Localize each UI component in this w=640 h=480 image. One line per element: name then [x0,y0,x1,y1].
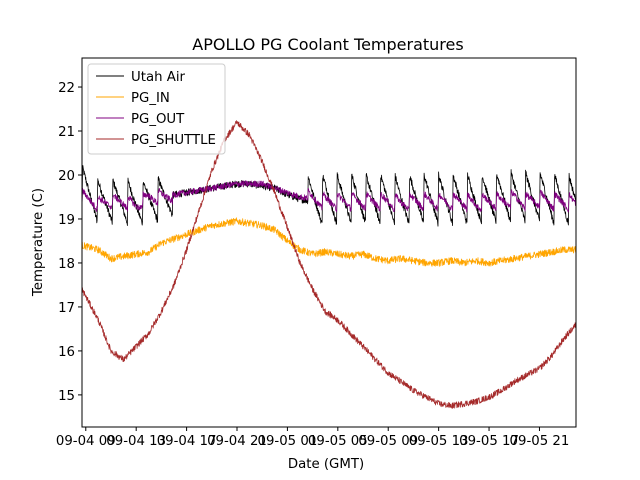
series-layer [82,120,576,409]
y-axis: 15 16 17 18 19 20 21 22 [58,81,82,404]
series-line-pg-shuttle [82,120,576,409]
x-tick-label: 09-05 09 [358,434,418,449]
x-tick-label: 09-05 01 [258,434,318,449]
legend-label: Utah Air [131,70,186,85]
y-tick-label: 20 [58,169,75,184]
x-tick-label: 09-05 05 [308,434,368,449]
y-tick-label: 17 [58,301,75,316]
y-tick-label: 18 [58,257,75,272]
x-tick-label: 09-05 21 [510,434,570,449]
y-tick-label: 15 [58,389,75,404]
legend-box [87,63,226,155]
series-line-pg-in [82,217,576,267]
chart-title: APOLLO PG Coolant Temperatures [192,35,463,54]
legend-label: PG_IN [131,91,170,106]
y-tick-label: 19 [58,213,75,228]
legend-label: PG_OUT [131,112,185,127]
x-tick-label: 09-05 17 [459,434,519,449]
y-tick-label: 22 [58,81,75,96]
legend-label: PG_SHUTTLE [131,133,216,148]
series-line-pg-out [82,180,576,213]
x-tick-label: 09-04 21 [207,434,267,449]
x-tick-label: 09-04 09 [56,434,116,449]
x-tick-label: 09-04 17 [157,434,217,449]
y-tick-label: 16 [58,345,75,360]
x-tick-label: 09-04 13 [106,434,166,449]
plot-frame [81,57,577,428]
legend: Utah Air PG_IN PG_OUT PG_SHUTTLE [87,63,226,155]
y-tick-label: 21 [58,125,75,140]
y-axis-label: Temperature (C) [31,188,46,297]
x-axis-label: Date (GMT) [288,457,364,472]
x-tick-label: 09-05 13 [409,434,469,449]
